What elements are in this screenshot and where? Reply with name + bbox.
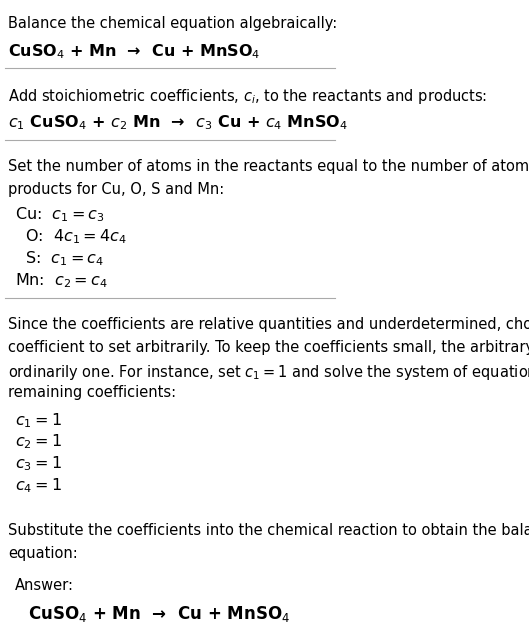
Text: products for Cu, O, S and Mn:: products for Cu, O, S and Mn: (8, 182, 224, 197)
Text: $c_2 = 1$: $c_2 = 1$ (15, 433, 62, 451)
FancyBboxPatch shape (5, 566, 187, 627)
Text: Since the coefficients are relative quantities and underdetermined, choose a: Since the coefficients are relative quan… (8, 317, 529, 332)
Text: S:  $c_1 = c_4$: S: $c_1 = c_4$ (15, 249, 104, 268)
Text: $c_1 = 1$: $c_1 = 1$ (15, 411, 62, 429)
Text: CuSO$_4$ + Mn  →  Cu + MnSO$_4$: CuSO$_4$ + Mn → Cu + MnSO$_4$ (8, 42, 260, 61)
Text: $c_3 = 1$: $c_3 = 1$ (15, 455, 62, 473)
Text: $c_4 = 1$: $c_4 = 1$ (15, 477, 62, 495)
Text: Add stoichiometric coefficients, $c_i$, to the reactants and products:: Add stoichiometric coefficients, $c_i$, … (8, 87, 487, 107)
Text: Set the number of atoms in the reactants equal to the number of atoms in the: Set the number of atoms in the reactants… (8, 159, 529, 174)
Text: Mn:  $c_2 = c_4$: Mn: $c_2 = c_4$ (15, 271, 108, 290)
Text: equation:: equation: (8, 545, 78, 561)
Text: Cu:  $c_1 = c_3$: Cu: $c_1 = c_3$ (15, 205, 105, 224)
Text: Substitute the coefficients into the chemical reaction to obtain the balanced: Substitute the coefficients into the che… (8, 522, 529, 537)
Text: $c_1$ CuSO$_4$ + $c_2$ Mn  →  $c_3$ Cu + $c_4$ MnSO$_4$: $c_1$ CuSO$_4$ + $c_2$ Mn → $c_3$ Cu + $… (8, 113, 348, 132)
Text: ordinarily one. For instance, set $c_1 = 1$ and solve the system of equations fo: ordinarily one. For instance, set $c_1 =… (8, 362, 529, 382)
Text: remaining coefficients:: remaining coefficients: (8, 386, 176, 401)
Text: O:  $4c_1 = 4c_4$: O: $4c_1 = 4c_4$ (15, 227, 127, 246)
Text: Balance the chemical equation algebraically:: Balance the chemical equation algebraica… (8, 16, 338, 31)
Text: coefficient to set arbitrarily. To keep the coefficients small, the arbitrary va: coefficient to set arbitrarily. To keep … (8, 340, 529, 355)
Text: CuSO$_4$ + Mn  →  Cu + MnSO$_4$: CuSO$_4$ + Mn → Cu + MnSO$_4$ (29, 604, 290, 624)
Text: Answer:: Answer: (15, 578, 74, 593)
